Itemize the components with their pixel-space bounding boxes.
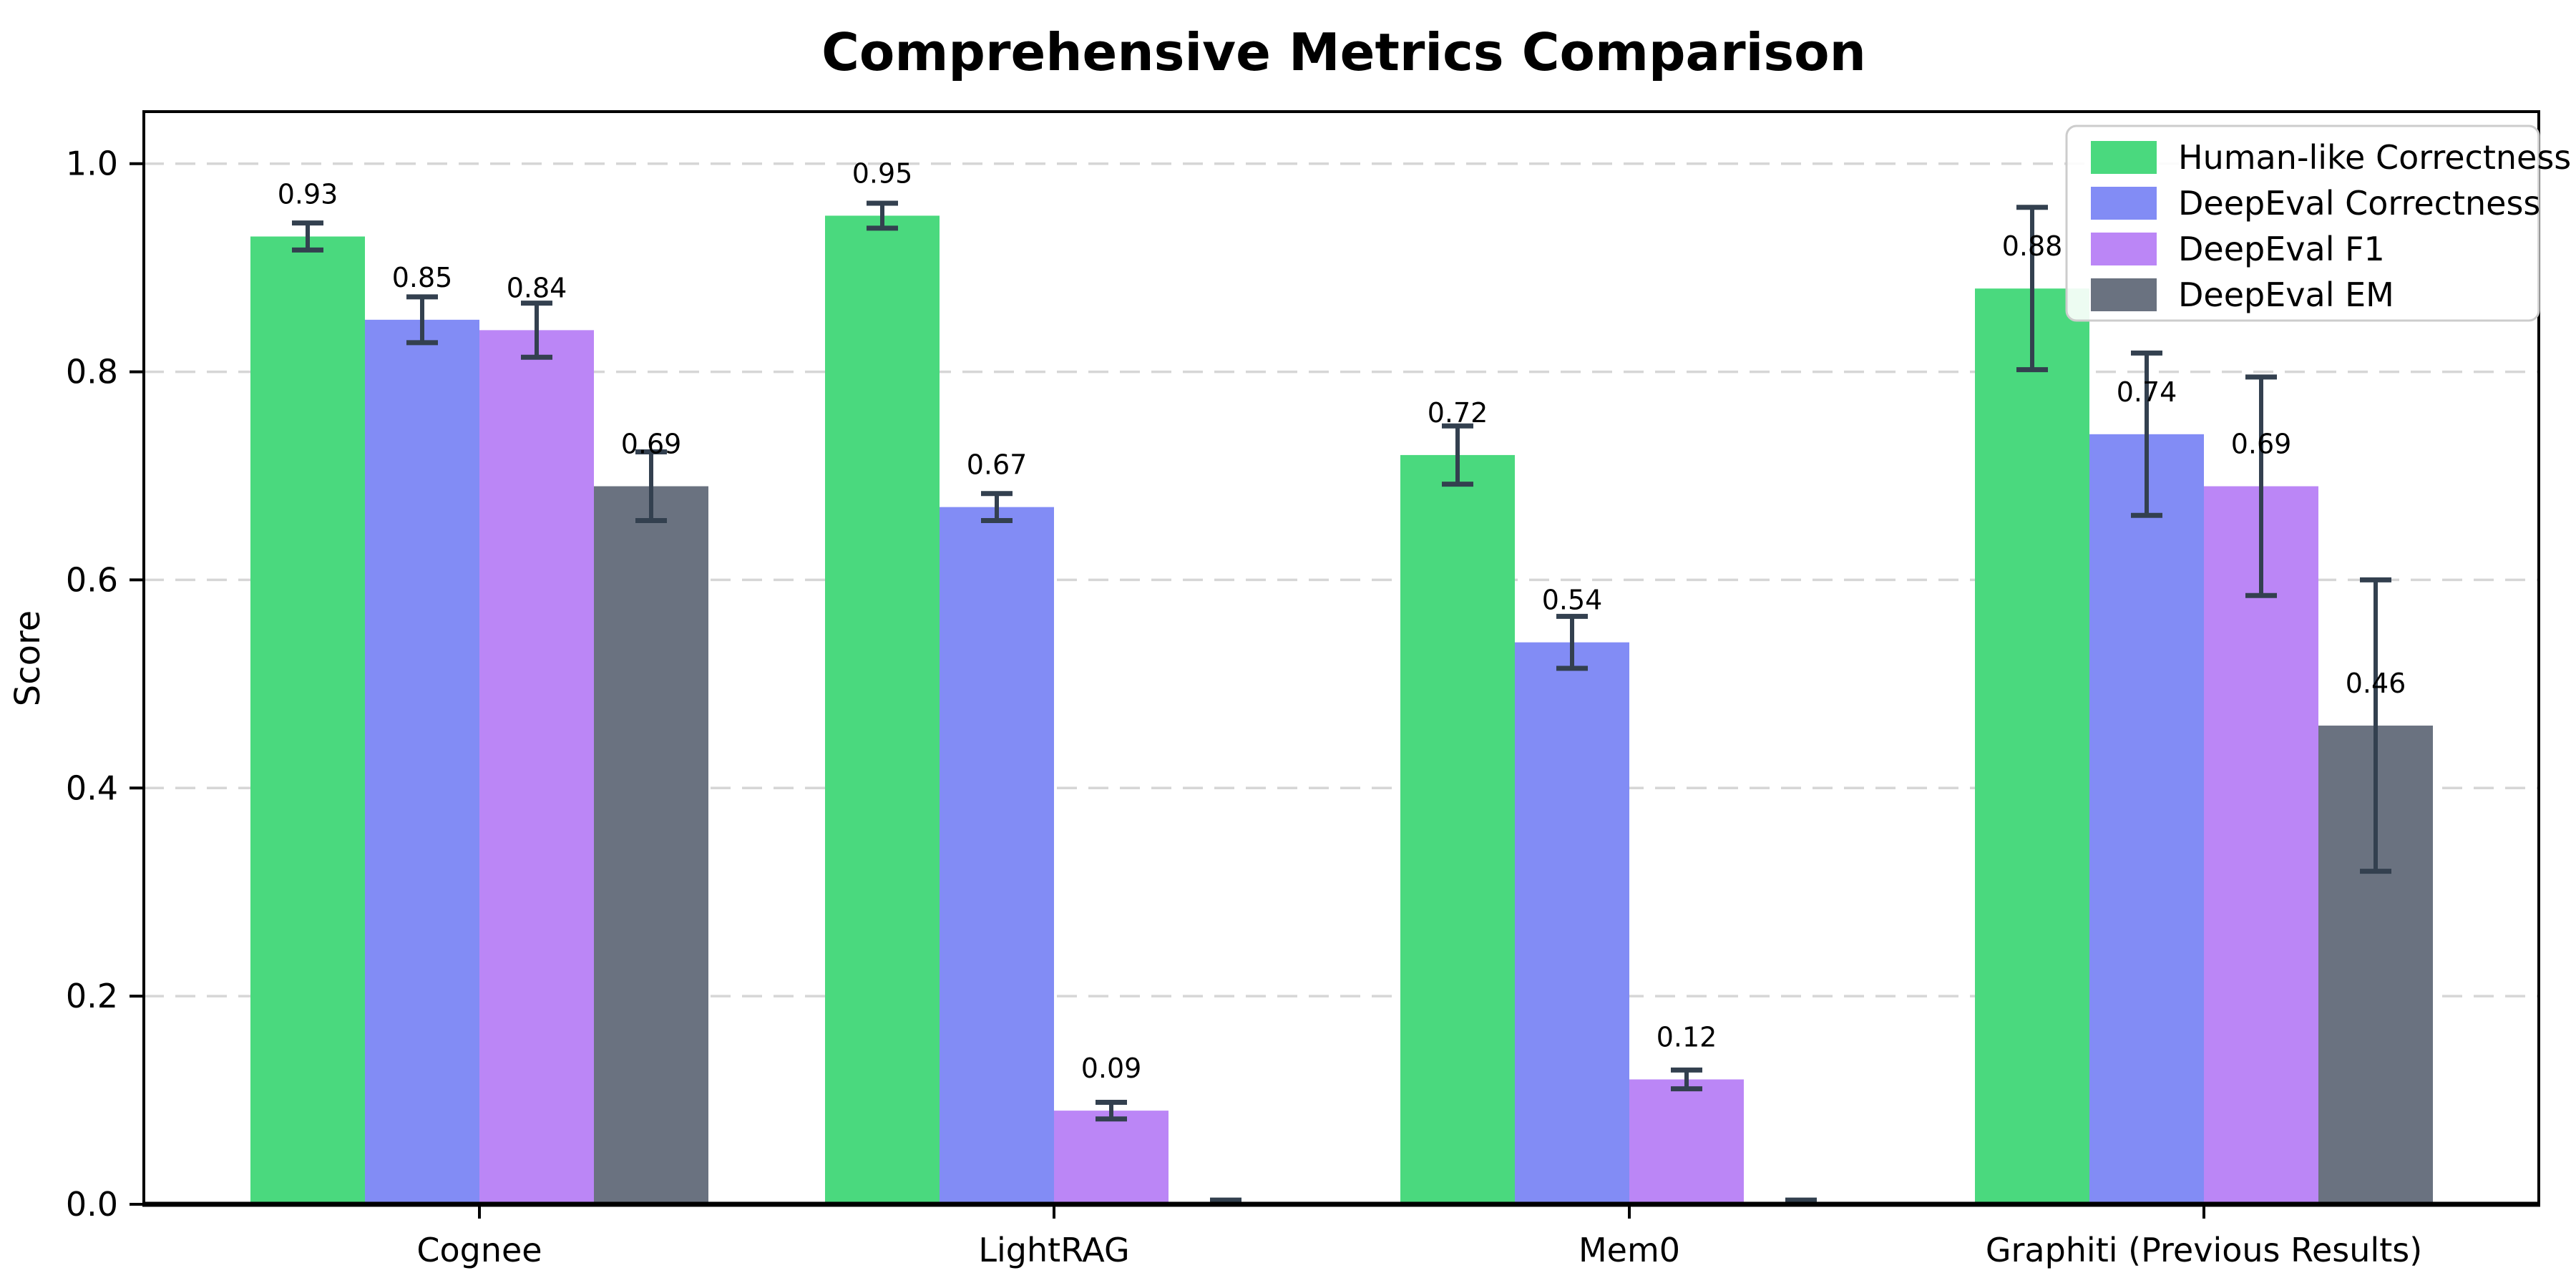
y-tick-label: 0.8 (66, 353, 118, 391)
legend-swatch (2091, 141, 2157, 174)
y-tick-label: 0.4 (66, 769, 118, 807)
value-label: 0.88 (2002, 230, 2063, 262)
bar (1515, 642, 1629, 1204)
value-label: 0.54 (1542, 585, 1603, 616)
legend-label: DeepEval F1 (2178, 230, 2385, 268)
value-label: 0.84 (507, 272, 567, 303)
legend-swatch (2091, 233, 2157, 265)
value-label: 0.93 (278, 179, 338, 210)
value-label: 0.69 (2231, 429, 2292, 460)
x-tick-label: Mem0 (1579, 1231, 1680, 1269)
value-label: 0.12 (1657, 1021, 1717, 1053)
chart-title: Comprehensive Metrics Comparison (821, 22, 1866, 82)
bar (2089, 434, 2204, 1204)
value-label: 0.46 (2346, 668, 2406, 699)
legend-label: DeepEval EM (2178, 275, 2394, 314)
x-tick-label: Graphiti (Previous Results) (1986, 1231, 2422, 1269)
x-tick-label: Cognee (416, 1231, 542, 1269)
value-label: 0.95 (852, 157, 913, 189)
legend-swatch (2091, 278, 2157, 311)
legend-box (2065, 125, 2540, 322)
bar (479, 330, 594, 1204)
x-tick-label: LightRAG (978, 1231, 1129, 1269)
legend-swatch (2091, 187, 2157, 220)
value-label: 0.09 (1081, 1053, 1142, 1084)
value-label: 0.67 (967, 449, 1028, 481)
y-tick-label: 0.0 (66, 1185, 118, 1224)
y-tick-label: 1.0 (66, 145, 118, 183)
bar (2204, 486, 2318, 1204)
bar (365, 319, 479, 1204)
bar (1054, 1111, 1169, 1204)
bar (1975, 288, 2089, 1205)
bar (250, 236, 365, 1204)
value-label: 0.85 (392, 262, 453, 293)
value-label: 0.72 (1428, 397, 1488, 429)
bar (940, 507, 1054, 1204)
legend-label: DeepEval Correctness (2178, 184, 2540, 223)
value-label: 0.69 (621, 429, 682, 460)
legend-label: Human-like Correctness (2178, 138, 2571, 177)
bar (1629, 1079, 1744, 1204)
bar (594, 486, 708, 1204)
bar (1400, 454, 1515, 1204)
y-axis-label: Score (8, 610, 48, 706)
value-label: 0.74 (2117, 376, 2177, 408)
y-tick-label: 0.6 (66, 560, 118, 599)
y-tick-label: 0.2 (66, 977, 118, 1015)
bar (825, 215, 940, 1204)
